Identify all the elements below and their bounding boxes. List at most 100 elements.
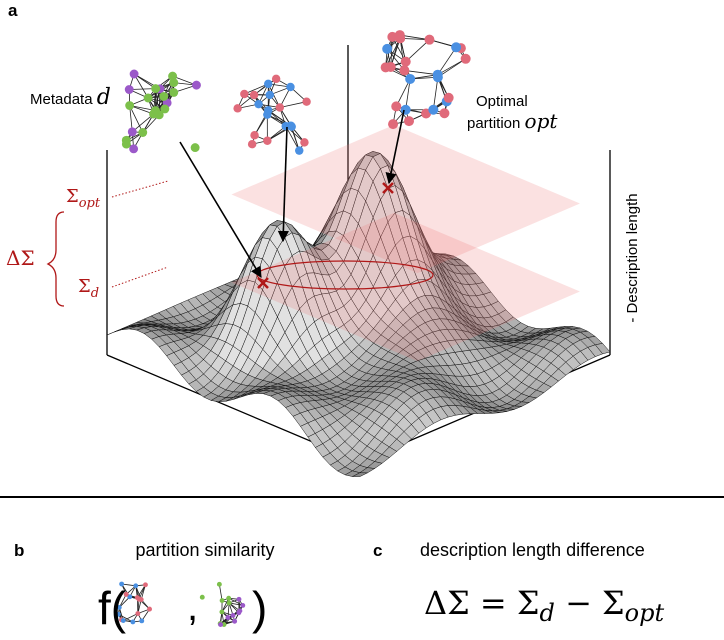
node — [160, 104, 170, 114]
symbol: Σ — [66, 186, 79, 207]
edge — [432, 77, 439, 110]
node — [400, 56, 411, 67]
edge — [119, 596, 131, 608]
node — [199, 594, 205, 600]
node — [124, 85, 134, 94]
edge — [228, 597, 243, 606]
edge — [140, 584, 146, 600]
sigma-d: Σd — [78, 276, 99, 301]
edge — [405, 78, 411, 110]
edge — [137, 584, 146, 598]
node — [149, 109, 158, 119]
node — [139, 618, 145, 624]
panel-label: a — [8, 1, 18, 20]
node — [134, 595, 140, 601]
node — [443, 92, 454, 103]
panel-label: c — [373, 541, 382, 560]
node — [405, 73, 416, 84]
node — [138, 128, 148, 137]
edge — [404, 70, 438, 76]
networks — [115, 30, 471, 628]
edge — [132, 113, 154, 133]
symbol: d — [97, 85, 111, 110]
node — [130, 619, 136, 625]
edge — [253, 78, 277, 96]
node — [264, 106, 273, 115]
node — [143, 582, 148, 588]
brace — [46, 211, 65, 307]
node — [135, 611, 141, 616]
node — [388, 119, 399, 130]
text: partition — [467, 115, 520, 132]
text: Metadata — [30, 91, 93, 108]
edge — [218, 584, 223, 601]
node — [226, 600, 232, 606]
edge — [129, 105, 144, 133]
node — [264, 79, 273, 89]
node — [400, 104, 411, 115]
edge — [221, 598, 230, 613]
arrows — [179, 109, 405, 278]
node — [249, 90, 259, 100]
node — [295, 146, 304, 155]
edge — [390, 36, 393, 68]
symbol: opt — [525, 109, 559, 133]
node — [121, 139, 131, 149]
node — [391, 101, 402, 112]
node — [143, 93, 153, 103]
panel-label: b — [14, 541, 24, 560]
panel-title: partition similarity — [135, 540, 274, 560]
node — [271, 74, 281, 84]
node — [192, 80, 201, 90]
node — [169, 88, 179, 97]
node — [226, 595, 232, 601]
node — [236, 610, 242, 616]
panel-title: description length difference — [420, 540, 645, 560]
node — [250, 131, 259, 140]
node — [225, 615, 231, 620]
sigma: Σ — [602, 584, 625, 622]
node — [286, 82, 295, 92]
symbol: Σ — [78, 276, 91, 297]
node — [116, 604, 122, 610]
mesh-cell — [352, 472, 368, 477]
node — [394, 30, 405, 41]
node — [127, 127, 137, 137]
node — [236, 596, 242, 602]
edge — [437, 47, 457, 75]
node — [233, 104, 242, 113]
node — [230, 612, 236, 618]
node — [119, 581, 125, 587]
node — [439, 108, 450, 119]
node — [190, 143, 200, 153]
comma: , — [187, 585, 198, 629]
sigma-opt: Σopt — [66, 186, 101, 211]
f-close: ) — [252, 582, 267, 634]
node — [115, 611, 121, 617]
node — [221, 622, 227, 628]
edge — [399, 34, 430, 41]
subscript: opt — [625, 599, 665, 627]
sigma: Σ — [517, 584, 540, 622]
subscript: d — [91, 286, 99, 301]
plane — [231, 124, 580, 274]
node — [232, 618, 238, 624]
node — [275, 103, 285, 112]
edge — [133, 73, 149, 99]
node — [404, 116, 415, 127]
node — [138, 597, 144, 602]
delta-sigma: ΔΣ — [6, 246, 35, 270]
node — [286, 121, 296, 130]
node — [216, 581, 222, 587]
node — [263, 136, 272, 145]
node — [169, 78, 179, 88]
metadata-label: Metadata d — [30, 85, 111, 110]
node — [151, 84, 161, 94]
node — [460, 53, 471, 64]
node — [218, 622, 223, 628]
node — [385, 62, 396, 73]
node — [240, 602, 246, 608]
edge — [405, 39, 430, 62]
optimal-label: partition opt — [467, 109, 558, 133]
